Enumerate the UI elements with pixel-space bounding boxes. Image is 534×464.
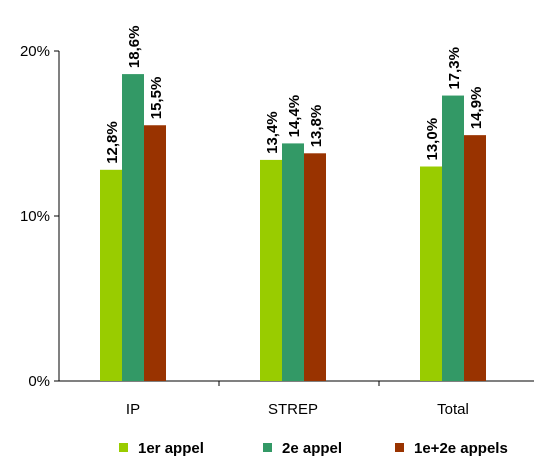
bar [282, 143, 304, 381]
legend: 1er appel 2e appel 1e+2e appels [119, 440, 508, 457]
data-label: 14,4% [286, 95, 303, 138]
legend-label: 1er appel [138, 440, 204, 457]
bar [442, 95, 464, 382]
legend-swatch [263, 443, 272, 452]
bar [260, 159, 282, 381]
y-tick-label: 20% [20, 43, 50, 60]
bar [420, 166, 442, 381]
tick-labels: 0% 10% 20% IP STREP Total [20, 43, 469, 418]
legend-label: 1e+2e appels [414, 440, 508, 457]
legend-swatch [395, 443, 404, 452]
bar [304, 153, 326, 381]
y-tick-label: 0% [28, 373, 50, 390]
data-label: 13,4% [264, 111, 281, 154]
data-label: 15,5% [148, 77, 165, 120]
data-label: 18,6% [126, 26, 143, 69]
data-label: 12,8% [104, 121, 121, 164]
y-tick-label: 10% [20, 208, 50, 225]
x-tick-label: STREP [268, 401, 318, 418]
x-tick-label: Total [437, 401, 469, 418]
data-label: 13,8% [308, 105, 325, 148]
x-tick-label: IP [126, 401, 140, 418]
bar [100, 169, 122, 381]
data-labels: 12,8% 18,6% 15,5% 13,4% 14,4% 13,8% 13,0% 17,3%… [104, 26, 485, 164]
legend-swatch [119, 443, 128, 452]
data-label: 17,3% [446, 47, 463, 90]
legend-label: 2e appel [282, 440, 342, 457]
bar [464, 135, 486, 381]
data-label: 14,9% [468, 87, 485, 130]
bar [122, 74, 144, 381]
bars [100, 74, 486, 382]
data-label: 13,0% [424, 118, 441, 161]
bar [144, 125, 166, 381]
